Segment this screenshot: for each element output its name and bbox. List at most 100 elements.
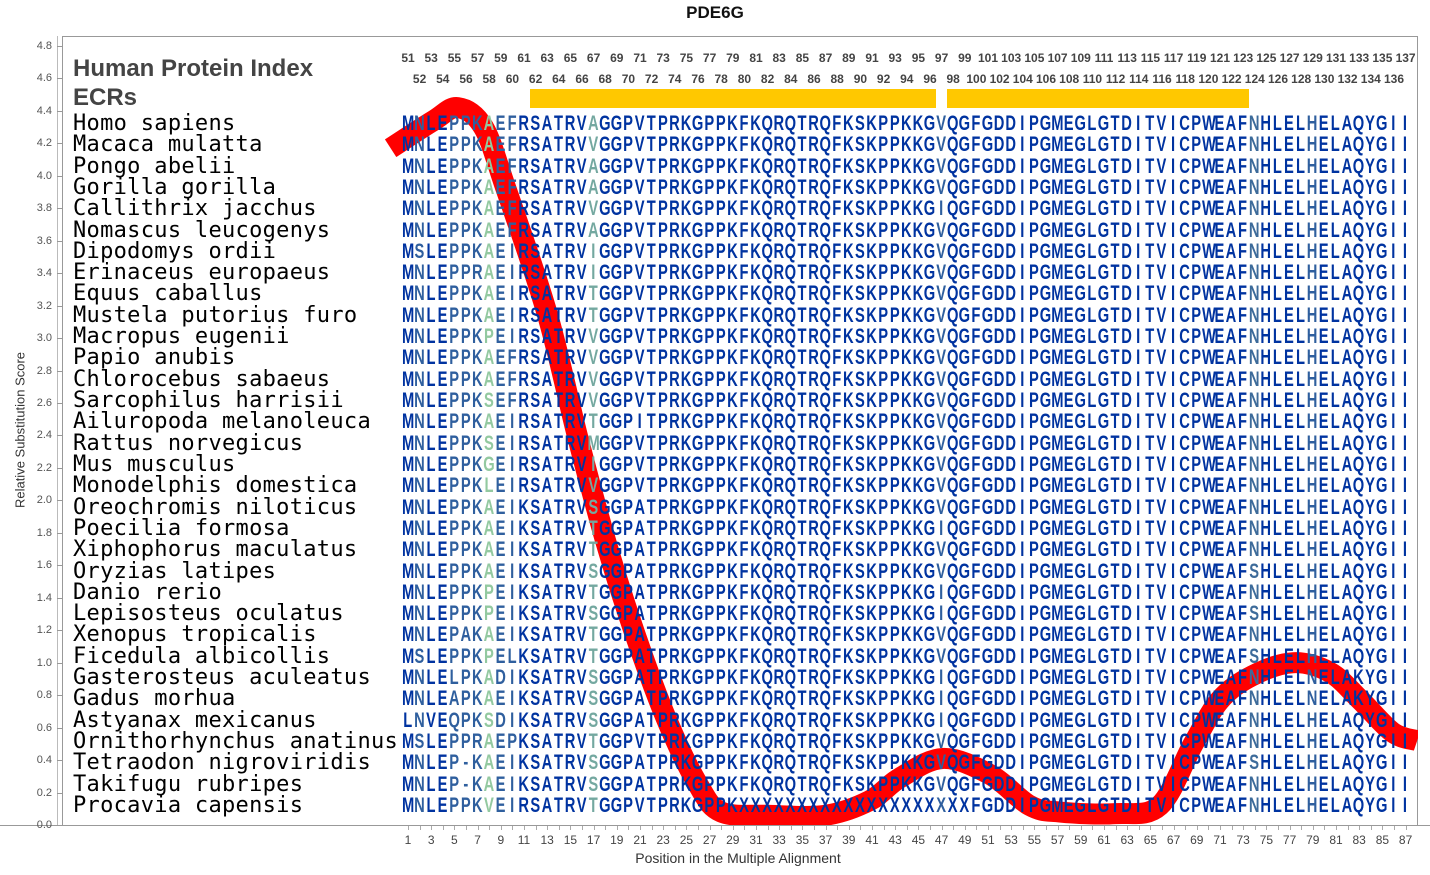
residue: E xyxy=(495,175,506,199)
residue: T xyxy=(1145,793,1155,817)
residue: Q xyxy=(819,303,832,327)
x-tick-mark xyxy=(1127,826,1129,830)
residue: R xyxy=(669,644,680,668)
residue: Q xyxy=(784,452,797,476)
species-name: Ornithorhynchus anatinus xyxy=(73,728,399,754)
residue: V xyxy=(1156,708,1167,732)
residue: K xyxy=(901,495,912,519)
residue: R xyxy=(773,133,785,157)
residue: P xyxy=(878,516,889,540)
residue: G xyxy=(1097,708,1110,732)
residue: A xyxy=(541,793,553,817)
residue: P xyxy=(704,389,715,413)
residue: K xyxy=(901,431,912,455)
residue: G xyxy=(981,559,994,583)
residue: I xyxy=(1391,772,1396,796)
residue: M xyxy=(402,793,415,817)
residue: I xyxy=(1171,793,1176,817)
residue: R xyxy=(564,687,576,711)
residue: E xyxy=(1214,729,1225,753)
residue: D xyxy=(993,239,1005,263)
residue: V xyxy=(936,112,947,135)
residue: G xyxy=(1074,559,1087,583)
residue: D xyxy=(1121,516,1133,540)
residue: M xyxy=(1051,218,1064,242)
residue: T xyxy=(1110,708,1120,732)
residue: S xyxy=(530,282,541,306)
residue: V xyxy=(634,325,645,349)
x-tick-mark xyxy=(686,826,688,830)
residue: V xyxy=(576,602,587,626)
residue: M xyxy=(1051,666,1064,690)
residue: R xyxy=(773,303,785,327)
residue: N xyxy=(414,452,425,476)
residue: S xyxy=(414,239,425,263)
residue: G xyxy=(1376,666,1388,690)
residue: E xyxy=(495,452,506,476)
residue: L xyxy=(1330,346,1340,370)
residue: T xyxy=(797,239,807,263)
residue: S xyxy=(530,133,541,157)
residue: P xyxy=(449,602,460,626)
residue: L xyxy=(1296,197,1306,221)
residue: H xyxy=(1260,708,1272,732)
residue: G xyxy=(692,133,704,157)
residue: F xyxy=(971,197,981,221)
residue: Q xyxy=(761,410,774,434)
residue: T xyxy=(1110,793,1120,817)
residue: G xyxy=(692,772,704,796)
residue: G xyxy=(1376,495,1388,519)
y-tick-mark xyxy=(57,45,62,47)
residue: S xyxy=(855,154,866,178)
residue: Q xyxy=(784,112,797,135)
residue: Q xyxy=(761,729,774,753)
residue: L xyxy=(1273,175,1282,199)
residue: R xyxy=(564,644,576,668)
residue: G xyxy=(692,367,704,391)
residue: L xyxy=(1296,538,1306,562)
residue: K xyxy=(518,729,530,753)
residue: G xyxy=(1097,474,1110,498)
residue: E xyxy=(495,602,506,626)
residue: G xyxy=(1376,708,1388,732)
residue: S xyxy=(530,218,541,242)
residue: L xyxy=(1330,133,1340,157)
residue: D xyxy=(1005,303,1017,327)
residue: L xyxy=(1296,346,1306,370)
residue: K xyxy=(912,112,924,135)
residue: S xyxy=(855,197,866,221)
residue: P xyxy=(716,261,726,285)
residue: T xyxy=(1110,410,1120,434)
residue: P xyxy=(1191,559,1202,583)
residue: V xyxy=(634,729,645,753)
residue: R xyxy=(669,218,680,242)
residue: K xyxy=(912,431,924,455)
residue: E xyxy=(1063,495,1074,519)
residue: T xyxy=(1110,197,1120,221)
residue: E xyxy=(495,154,506,178)
residue: K xyxy=(912,772,924,796)
residue: Q xyxy=(761,623,774,647)
residue: L xyxy=(484,474,494,498)
residue: K xyxy=(727,197,738,221)
residue: A xyxy=(1225,666,1237,690)
residue: P xyxy=(449,367,460,391)
residue: K xyxy=(750,516,762,540)
residue: E xyxy=(1214,410,1225,434)
residue: I xyxy=(1171,559,1176,583)
residue: A xyxy=(588,218,599,242)
residue: L xyxy=(1296,410,1306,434)
residue: K xyxy=(472,644,483,668)
residue: G xyxy=(1039,261,1052,285)
residue: M xyxy=(1051,389,1064,413)
residue: Y xyxy=(1365,793,1376,817)
species-name: Gasterosteus aculeatus xyxy=(73,665,371,691)
residue: G xyxy=(1097,666,1110,690)
residue: G xyxy=(958,154,971,178)
residue: F xyxy=(832,516,842,540)
residue: R xyxy=(669,623,680,647)
residue: P xyxy=(658,175,668,199)
residue: R xyxy=(669,580,680,604)
residue: P xyxy=(623,474,634,498)
residue: R xyxy=(808,559,820,583)
